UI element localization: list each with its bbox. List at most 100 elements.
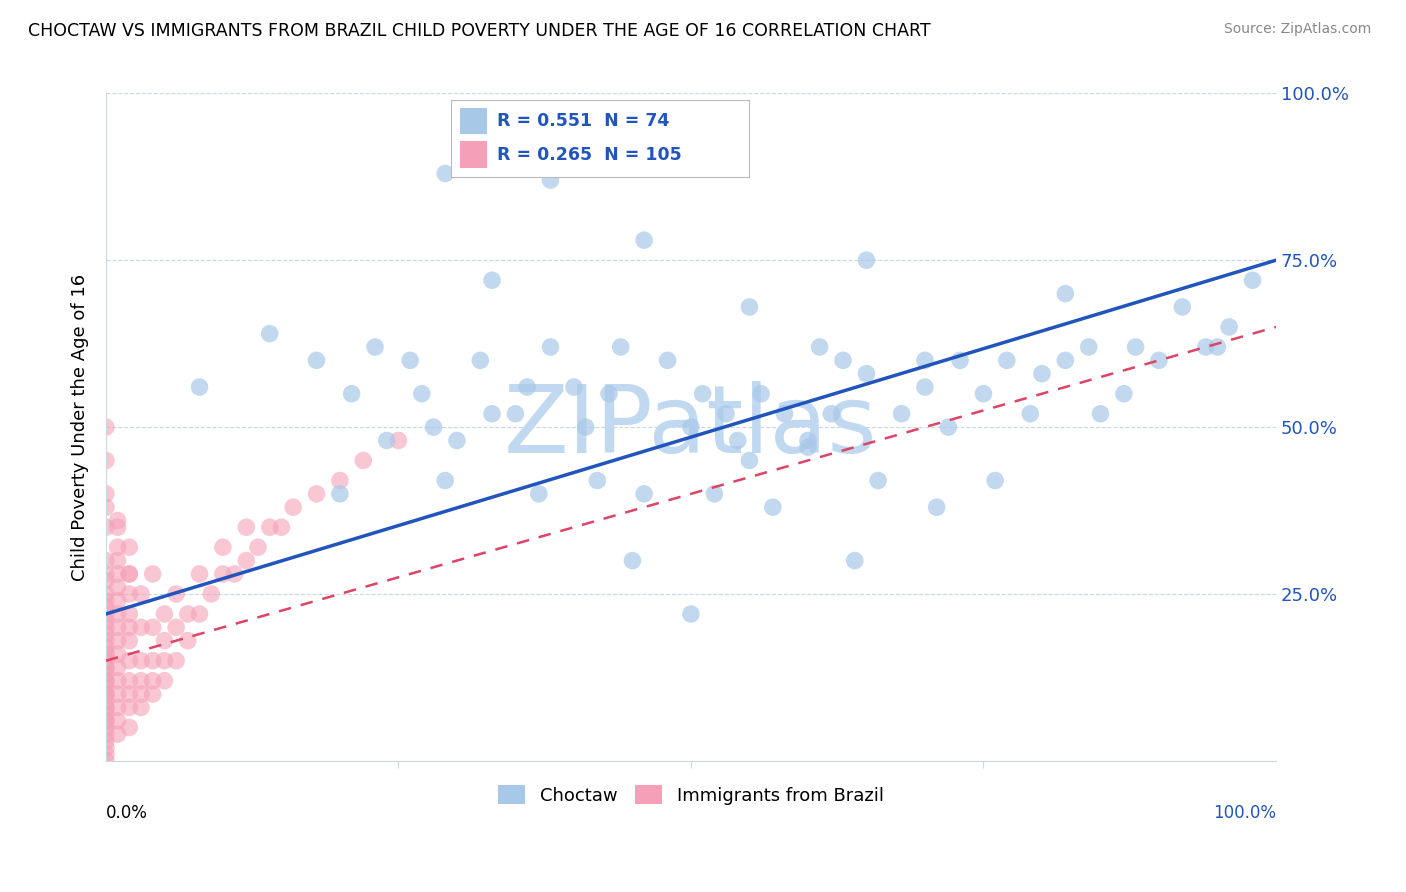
- Point: [107, 620, 129, 634]
- Point: [94, 520, 117, 534]
- Point: [107, 647, 129, 661]
- Point: [107, 566, 129, 581]
- Point: [94, 420, 117, 434]
- Point: [94, 667, 117, 681]
- Point: [118, 607, 141, 621]
- Point: [94, 553, 117, 567]
- Point: [94, 673, 117, 688]
- Point: [679, 607, 702, 621]
- Point: [94, 600, 117, 615]
- Point: [107, 687, 129, 701]
- Point: [129, 700, 152, 714]
- Point: [832, 353, 855, 368]
- Point: [153, 654, 176, 668]
- Point: [1112, 386, 1135, 401]
- Point: [259, 520, 281, 534]
- Point: [679, 420, 702, 434]
- Point: [446, 434, 468, 448]
- Point: [868, 474, 890, 488]
- Point: [505, 407, 527, 421]
- Point: [481, 407, 503, 421]
- Point: [714, 407, 737, 421]
- Point: [94, 587, 117, 601]
- Point: [434, 166, 457, 180]
- Point: [94, 614, 117, 628]
- Point: [1241, 273, 1264, 287]
- Point: [914, 380, 936, 394]
- Point: [94, 660, 117, 674]
- Point: [107, 727, 129, 741]
- Point: [94, 453, 117, 467]
- Point: [738, 300, 761, 314]
- Text: Source: ZipAtlas.com: Source: ZipAtlas.com: [1223, 22, 1371, 37]
- Point: [1125, 340, 1147, 354]
- Point: [118, 700, 141, 714]
- Point: [94, 734, 117, 748]
- Point: [94, 566, 117, 581]
- Point: [118, 721, 141, 735]
- Point: [235, 553, 257, 567]
- Point: [107, 607, 129, 621]
- Point: [470, 353, 492, 368]
- Point: [808, 340, 831, 354]
- Point: [212, 566, 235, 581]
- Y-axis label: Child Poverty Under the Age of 16: Child Poverty Under the Age of 16: [72, 274, 89, 581]
- Point: [142, 673, 165, 688]
- Point: [621, 553, 644, 567]
- Point: [936, 420, 959, 434]
- Point: [481, 273, 503, 287]
- Point: [575, 420, 598, 434]
- Point: [94, 714, 117, 728]
- Point: [1206, 340, 1229, 354]
- Point: [94, 754, 117, 768]
- Point: [692, 386, 714, 401]
- Point: [1171, 300, 1194, 314]
- Legend: Choctaw, Immigrants from Brazil: Choctaw, Immigrants from Brazil: [491, 778, 891, 812]
- Point: [129, 687, 152, 701]
- Point: [118, 687, 141, 701]
- Point: [129, 587, 152, 601]
- Point: [94, 627, 117, 641]
- Point: [375, 434, 398, 448]
- Point: [118, 673, 141, 688]
- Point: [142, 654, 165, 668]
- Point: [94, 700, 117, 714]
- Point: [820, 407, 842, 421]
- Point: [153, 607, 176, 621]
- Point: [177, 633, 200, 648]
- Point: [107, 553, 129, 567]
- Point: [94, 740, 117, 755]
- Point: [118, 633, 141, 648]
- Point: [94, 633, 117, 648]
- Point: [107, 673, 129, 688]
- Point: [165, 654, 187, 668]
- Point: [107, 700, 129, 714]
- Point: [844, 553, 866, 567]
- Point: [94, 660, 117, 674]
- Point: [703, 487, 725, 501]
- Point: [118, 541, 141, 555]
- Point: [399, 353, 422, 368]
- Point: [129, 673, 152, 688]
- Point: [107, 541, 129, 555]
- Point: [94, 647, 117, 661]
- Point: [352, 453, 374, 467]
- Text: 0.0%: 0.0%: [105, 805, 148, 822]
- Point: [1054, 286, 1077, 301]
- Text: ZIPatlas: ZIPatlas: [505, 381, 877, 473]
- Point: [94, 574, 117, 588]
- Point: [94, 747, 117, 761]
- Point: [94, 694, 117, 708]
- Point: [329, 474, 352, 488]
- Point: [762, 500, 785, 515]
- Point: [1019, 407, 1042, 421]
- Text: 100.0%: 100.0%: [1213, 805, 1277, 822]
- Point: [633, 487, 655, 501]
- Point: [727, 434, 749, 448]
- Point: [305, 487, 328, 501]
- Point: [165, 587, 187, 601]
- Point: [224, 566, 246, 581]
- Point: [562, 380, 585, 394]
- Point: [200, 587, 222, 601]
- Point: [738, 453, 761, 467]
